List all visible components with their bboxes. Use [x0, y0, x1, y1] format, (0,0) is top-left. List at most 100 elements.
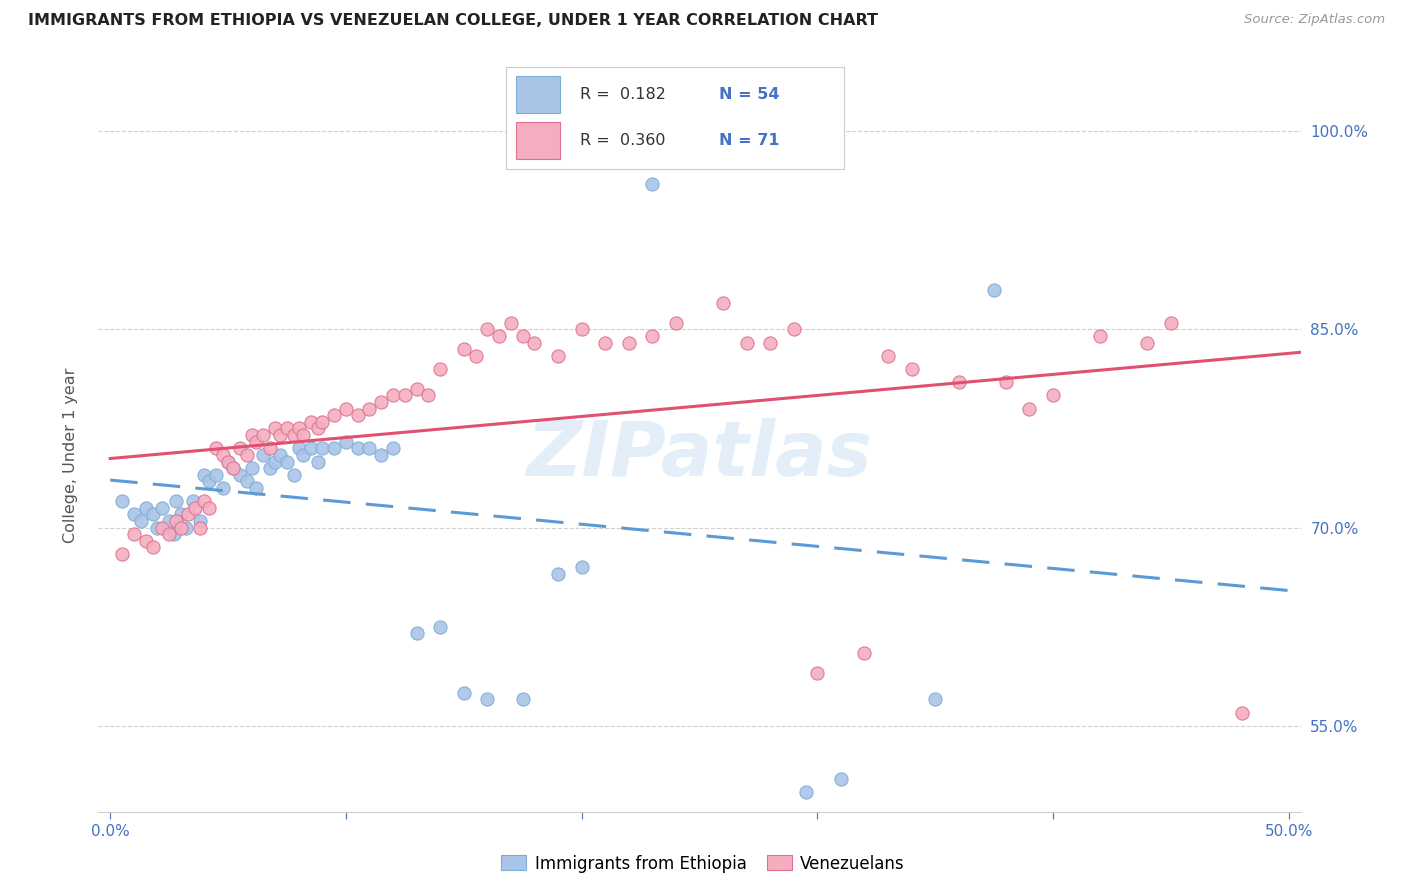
Point	[641, 177, 664, 191]
Legend: Immigrants from Ethiopia, Venezuelans: Immigrants from Ethiopia, Venezuelans	[495, 848, 911, 880]
Point	[307, 454, 329, 468]
Point	[177, 508, 200, 522]
Point	[157, 527, 180, 541]
Point	[735, 335, 758, 350]
Point	[245, 434, 267, 449]
Point	[283, 428, 305, 442]
Point	[405, 626, 427, 640]
Text: IMMIGRANTS FROM ETHIOPIA VS VENEZUELAN COLLEGE, UNDER 1 YEAR CORRELATION CHART: IMMIGRANTS FROM ETHIOPIA VS VENEZUELAN C…	[28, 13, 879, 29]
Point	[222, 461, 245, 475]
Point	[382, 442, 405, 456]
Point	[1160, 316, 1182, 330]
Point	[252, 428, 274, 442]
Point	[830, 772, 852, 786]
Point	[323, 409, 346, 423]
Point	[477, 322, 499, 336]
Point	[184, 500, 207, 515]
Point	[1042, 388, 1064, 402]
Point	[229, 442, 252, 456]
Y-axis label: College, Under 1 year: College, Under 1 year	[63, 368, 77, 542]
Point	[259, 442, 281, 456]
Point	[165, 514, 187, 528]
Point	[198, 500, 221, 515]
Point	[335, 434, 357, 449]
Point	[359, 442, 381, 456]
Point	[236, 448, 259, 462]
Point	[382, 388, 405, 402]
Point	[269, 428, 291, 442]
Point	[188, 520, 211, 534]
Point	[346, 442, 368, 456]
Text: R =  0.182: R = 0.182	[581, 87, 666, 102]
Point	[122, 527, 145, 541]
Point	[711, 296, 734, 310]
Point	[165, 494, 187, 508]
Point	[593, 335, 616, 350]
Text: N = 54: N = 54	[718, 87, 779, 102]
Point	[477, 692, 499, 706]
Point	[994, 376, 1017, 390]
Point	[236, 475, 259, 489]
Point	[512, 692, 534, 706]
Point	[170, 520, 193, 534]
Point	[288, 442, 311, 456]
Point	[269, 448, 291, 462]
Point	[418, 388, 440, 402]
Point	[335, 401, 357, 416]
FancyBboxPatch shape	[516, 76, 560, 113]
Point	[547, 566, 569, 581]
Point	[146, 520, 169, 534]
Point	[794, 785, 817, 799]
Point	[181, 494, 204, 508]
Point	[111, 547, 134, 561]
Point	[488, 329, 510, 343]
Point	[252, 448, 274, 462]
Point	[217, 454, 239, 468]
Point	[307, 421, 329, 435]
Point	[394, 388, 416, 402]
Point	[222, 461, 245, 475]
Point	[464, 349, 486, 363]
Point	[1088, 329, 1111, 343]
Point	[665, 316, 688, 330]
Point	[283, 467, 305, 482]
Point	[571, 560, 593, 574]
Point	[429, 362, 451, 376]
Point	[205, 442, 228, 456]
Point	[188, 514, 211, 528]
Point	[157, 514, 180, 528]
Point	[759, 335, 782, 350]
Point	[1230, 706, 1253, 720]
Point	[240, 428, 263, 442]
Point	[499, 316, 522, 330]
Point	[523, 335, 546, 350]
Point	[877, 349, 900, 363]
Point	[129, 514, 152, 528]
Point	[924, 692, 946, 706]
Point	[311, 415, 333, 429]
Point	[1018, 401, 1040, 416]
Point	[641, 329, 664, 343]
Point	[359, 401, 381, 416]
Point	[198, 475, 221, 489]
Point	[205, 467, 228, 482]
Point	[1136, 335, 1159, 350]
Point	[240, 461, 263, 475]
Point	[299, 415, 322, 429]
Point	[212, 448, 235, 462]
Text: R =  0.360: R = 0.360	[581, 133, 666, 148]
Point	[429, 620, 451, 634]
Point	[135, 533, 157, 548]
Point	[212, 481, 235, 495]
Point	[264, 421, 287, 435]
Point	[229, 467, 252, 482]
Point	[370, 448, 392, 462]
Point	[174, 520, 197, 534]
Point	[259, 461, 281, 475]
Point	[150, 520, 173, 534]
Point	[111, 494, 134, 508]
Point	[948, 376, 970, 390]
Point	[264, 454, 287, 468]
Point	[453, 342, 475, 356]
Point	[142, 508, 165, 522]
